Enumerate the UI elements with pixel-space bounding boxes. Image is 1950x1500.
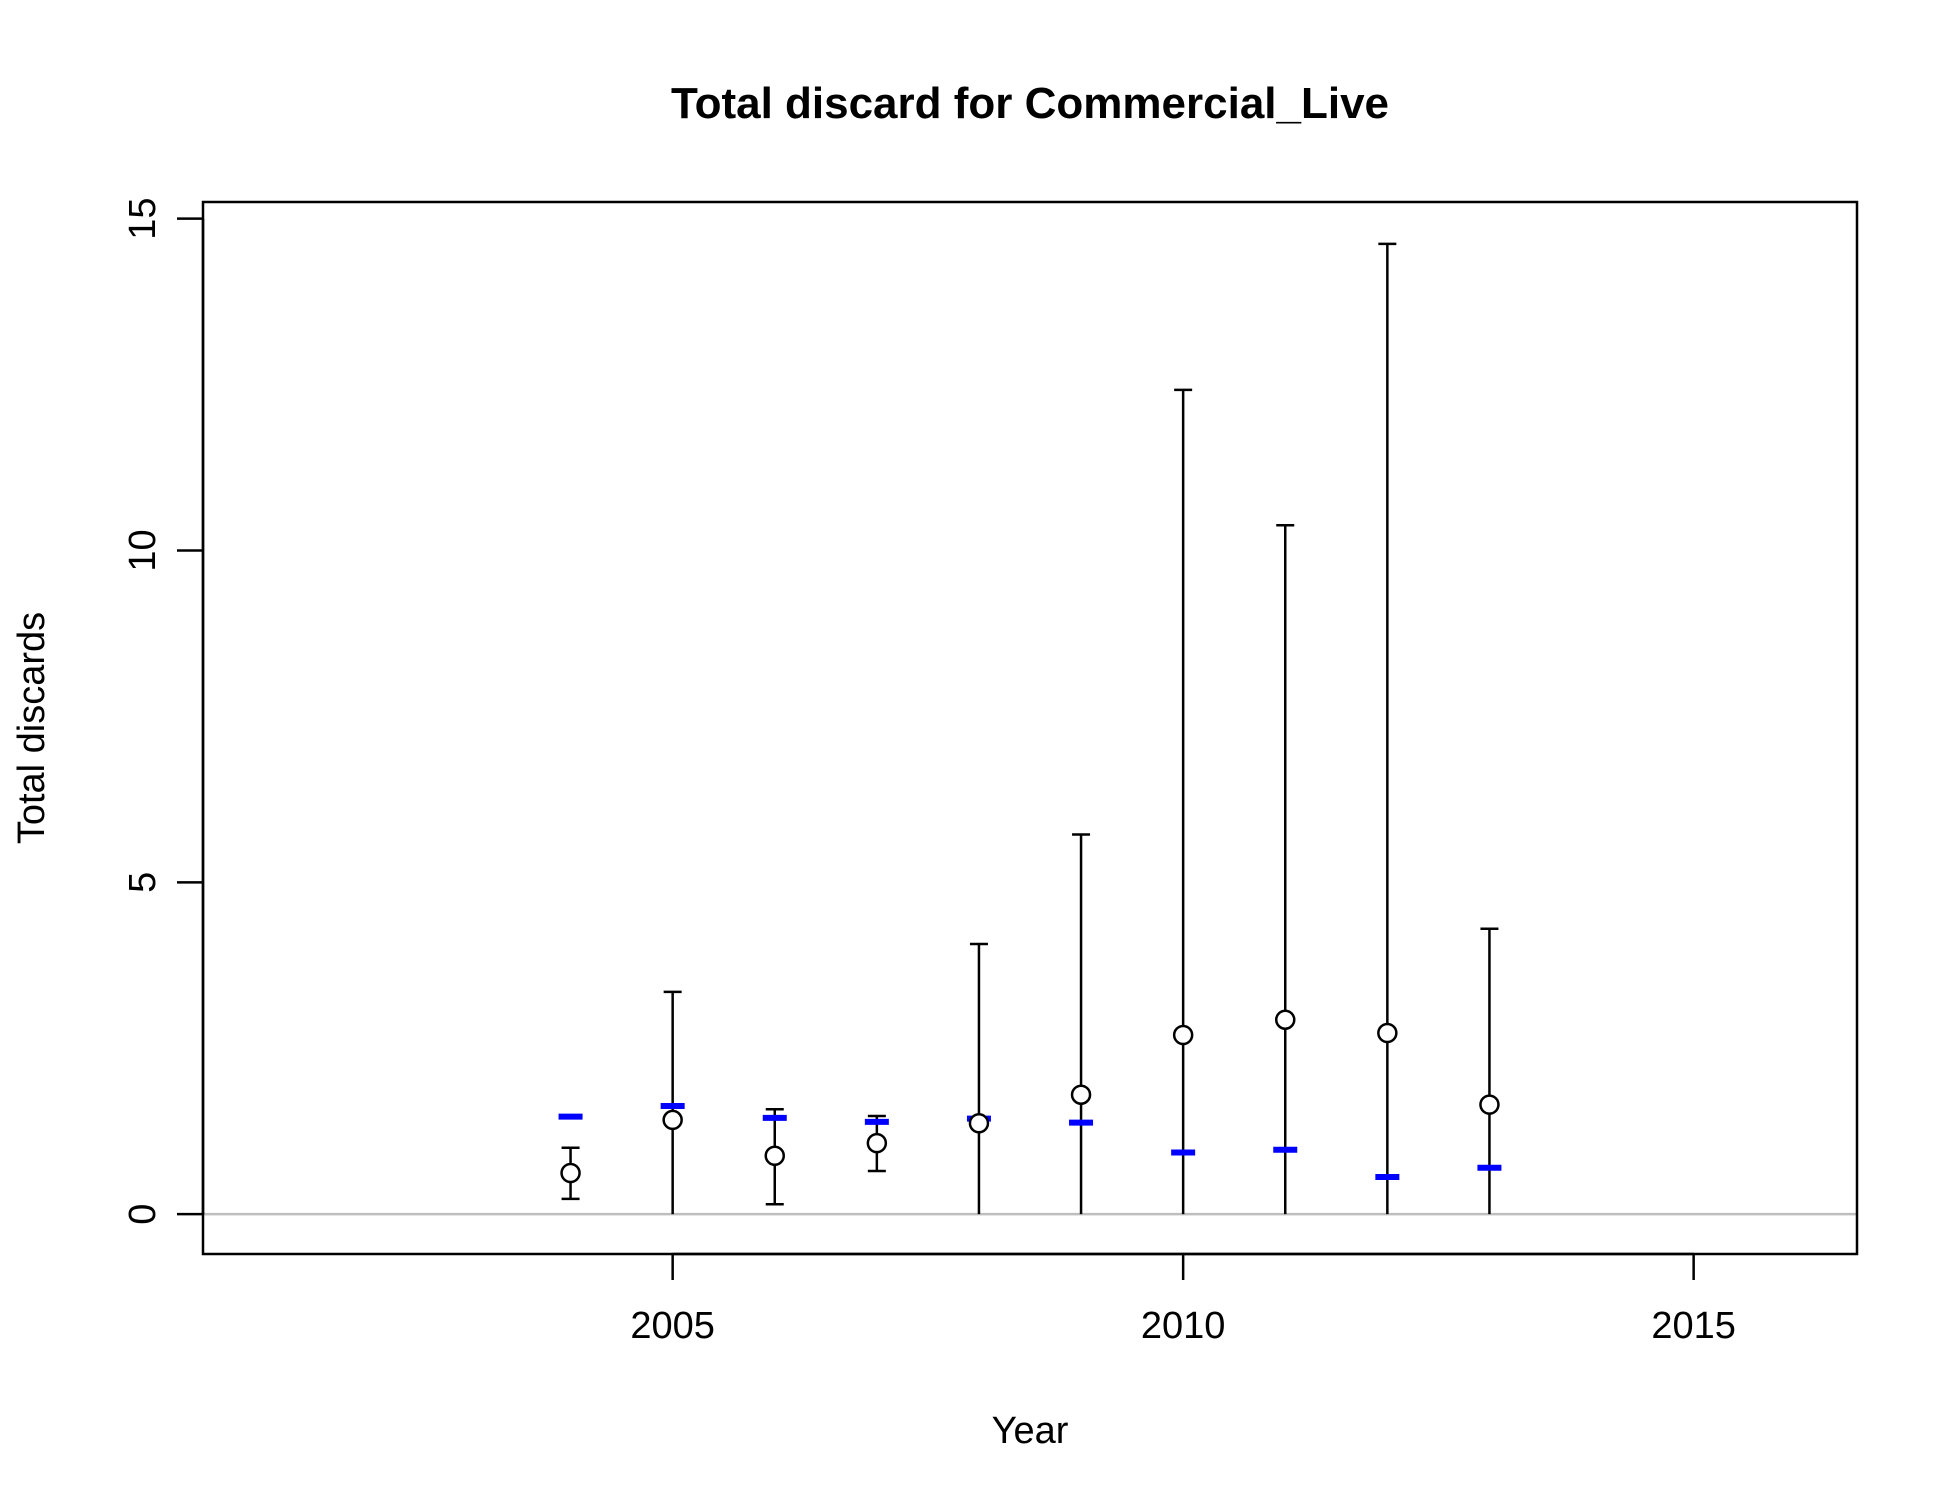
- observed-point: [1172, 1024, 1194, 1046]
- chart-title: Total discard for Commercial_Live: [671, 79, 1389, 128]
- y-tick-label: 15: [122, 197, 164, 239]
- error-bar: [1072, 833, 1091, 1215]
- error-bar: [1378, 242, 1397, 1215]
- plot-frame: [201, 200, 1859, 1256]
- marks-layer: [558, 242, 1502, 1215]
- observed-point: [764, 1145, 786, 1167]
- error-bar: [1174, 388, 1193, 1215]
- observed-point: [1274, 1009, 1296, 1030]
- y-tick-label: 5: [122, 872, 164, 893]
- y-tick-label: 10: [122, 529, 164, 571]
- x-axis: 2005 2010 2015: [630, 1252, 1736, 1347]
- error-bar: [969, 942, 988, 1215]
- observed-point: [1377, 1022, 1398, 1044]
- observed-point: [1070, 1084, 1092, 1105]
- observed-point: [866, 1132, 888, 1154]
- x-tick-label: 2015: [1651, 1305, 1736, 1347]
- y-tick-label: 0: [122, 1204, 164, 1225]
- x-axis-label: Year: [992, 1410, 1069, 1452]
- observed-point: [662, 1109, 683, 1131]
- observed-point: [1479, 1094, 1500, 1115]
- error-bar: [1480, 927, 1499, 1215]
- y-axis: 0 5 10 15: [122, 197, 205, 1225]
- observed-point: [968, 1112, 990, 1134]
- observed-point: [560, 1162, 581, 1184]
- x-tick-label: 2010: [1141, 1305, 1226, 1347]
- error-bar: [1276, 523, 1295, 1215]
- x-tick-label: 2005: [630, 1305, 715, 1347]
- y-axis-label: Total discards: [11, 612, 53, 844]
